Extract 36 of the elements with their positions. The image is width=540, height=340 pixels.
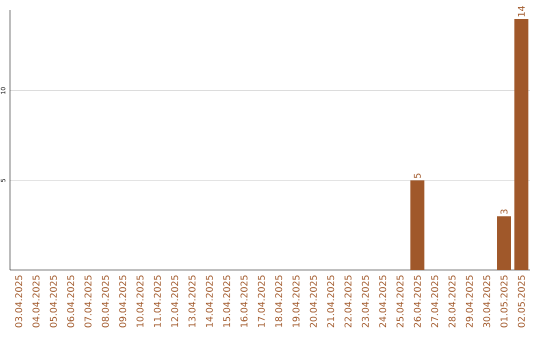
x-tick-label: 06.04.2025 [67, 276, 74, 328]
x-tick-label: 15.04.2025 [223, 276, 230, 327]
x-tick-label: 20.04.2025 [310, 276, 317, 328]
data-label: 5 [414, 174, 421, 178]
bar [410, 180, 424, 270]
data-label: 3 [500, 209, 508, 214]
x-tick-label: 23.04.2025 [362, 276, 369, 328]
x-tick-label: 29.04.2025 [466, 276, 473, 328]
x-tick-label: 25.04.2025 [396, 276, 404, 328]
x-tick-label: 05.04.2025 [50, 276, 57, 328]
x-tick-label: 03.04.2025 [15, 276, 22, 328]
bar [514, 18, 528, 270]
x-tick-label: 22.04.2025 [344, 276, 352, 328]
x-tick-label: 18.04.2025 [275, 276, 282, 327]
x-tick-label: 10.04.2025 [136, 276, 144, 327]
bar [497, 216, 512, 270]
x-tick-label: 08.04.2025 [102, 276, 109, 328]
x-tick-label: 14.04.2025 [206, 276, 213, 327]
x-tick-label: 21.04.2025 [327, 276, 334, 328]
x-tick-label: 19.04.2025 [292, 276, 300, 327]
x-tick-label: 12.04.2025 [171, 276, 178, 327]
x-tick-label: 30.04.2025 [483, 276, 490, 328]
data-label: 14 [518, 6, 525, 16]
x-tick-label: 24.04.2025 [379, 276, 386, 328]
x-tick-label: 27.04.2025 [431, 276, 438, 328]
x-tick-label: 09.04.2025 [119, 276, 126, 328]
x-tick-label: 17.04.2025 [258, 276, 265, 327]
x-tick-label: 04.04.2025 [32, 276, 40, 328]
x-tick-label: 13.04.2025 [188, 276, 196, 327]
x-tick-label: 02.05.2025 [518, 276, 525, 328]
x-tick-label: 16.04.2025 [240, 276, 248, 327]
x-tick-label: 07.04.2025 [84, 276, 92, 328]
x-tick-label: 11.04.2025 [154, 276, 161, 327]
x-tick-label: 26.04.2025 [414, 276, 421, 328]
x-tick-label: 01.05.2025 [500, 276, 508, 328]
x-tick-label: 28.04.2025 [448, 276, 456, 328]
